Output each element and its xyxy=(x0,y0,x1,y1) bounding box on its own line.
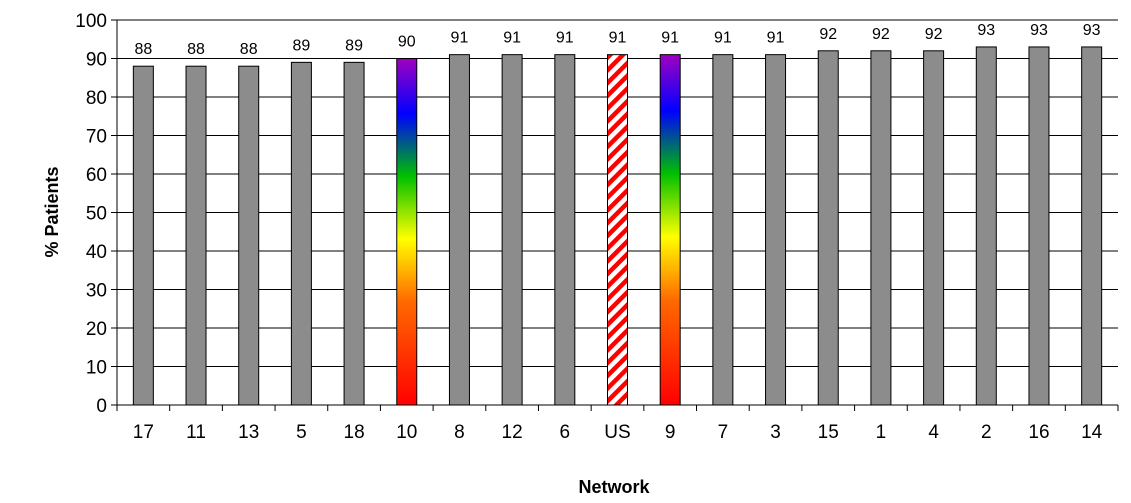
bar-10 xyxy=(396,58,418,406)
data-label-1: 92 xyxy=(872,26,890,43)
bar-14 xyxy=(1081,46,1103,406)
data-label-8: 91 xyxy=(451,30,469,47)
bar-9 xyxy=(659,54,681,406)
x-axis-title: Network xyxy=(578,477,650,497)
x-tick-label-4: 4 xyxy=(928,422,939,443)
y-tick-label: 60 xyxy=(86,165,107,186)
bar-US xyxy=(607,54,628,406)
x-tick-label-7: 7 xyxy=(718,422,729,443)
bar-3 xyxy=(765,54,787,406)
y-tick-label: 80 xyxy=(86,88,107,109)
data-label-US: 91 xyxy=(609,30,627,47)
y-axis-title: % Patients xyxy=(42,166,62,257)
y-tick-label: 40 xyxy=(86,242,107,263)
data-label-16: 93 xyxy=(1030,22,1048,39)
bar-5 xyxy=(290,61,312,406)
bar-7 xyxy=(712,54,734,406)
x-tick-label-13: 13 xyxy=(238,422,259,443)
bars xyxy=(132,46,1103,406)
labels: 0102030405060708090100881788118813895891… xyxy=(75,11,1102,443)
bar-4 xyxy=(923,50,945,406)
bar-17 xyxy=(132,65,154,406)
x-tick-label-6: 6 xyxy=(560,422,571,443)
y-tick-label: 0 xyxy=(96,396,107,417)
y-tick-label: 100 xyxy=(75,11,107,32)
data-label-2: 93 xyxy=(977,22,995,39)
x-tick-label-17: 17 xyxy=(133,422,154,443)
y-tick-label: 20 xyxy=(86,319,107,340)
data-label-15: 92 xyxy=(819,26,837,43)
x-tick-label-2: 2 xyxy=(981,422,992,443)
x-tick-label-11: 11 xyxy=(186,422,206,443)
x-tick-label-10: 10 xyxy=(396,422,417,443)
bar-6 xyxy=(554,54,576,406)
x-tick-label-14: 14 xyxy=(1081,422,1103,443)
bar-1 xyxy=(870,50,892,406)
x-tick-label-15: 15 xyxy=(818,422,839,443)
bar-18 xyxy=(343,61,365,406)
x-tick-label-US: US xyxy=(604,422,630,443)
bar-12 xyxy=(501,54,523,406)
axes xyxy=(111,19,1119,411)
bar-11 xyxy=(185,65,207,406)
bar-16 xyxy=(1028,46,1050,406)
bar-8 xyxy=(448,54,470,406)
data-label-14: 93 xyxy=(1083,22,1101,39)
x-tick-label-12: 12 xyxy=(502,422,523,443)
x-tick-label-16: 16 xyxy=(1028,422,1049,443)
data-label-9: 91 xyxy=(661,30,679,47)
data-label-10: 90 xyxy=(398,34,416,51)
x-tick-label-1: 1 xyxy=(876,422,887,443)
y-tick-label: 30 xyxy=(86,281,107,302)
data-label-11: 88 xyxy=(187,41,205,58)
x-tick-label-9: 9 xyxy=(665,422,676,443)
data-label-13: 88 xyxy=(240,41,258,58)
bar-13 xyxy=(238,65,260,406)
bar-2 xyxy=(975,46,997,406)
data-label-4: 92 xyxy=(925,26,943,43)
bar-15 xyxy=(817,50,839,406)
data-label-5: 89 xyxy=(292,37,310,54)
x-tick-label-8: 8 xyxy=(454,422,465,443)
x-tick-label-18: 18 xyxy=(344,422,365,443)
y-tick-label: 90 xyxy=(86,50,107,71)
data-label-3: 91 xyxy=(767,30,785,47)
data-label-7: 91 xyxy=(714,30,732,47)
x-tick-label-5: 5 xyxy=(296,422,307,443)
y-tick-label: 10 xyxy=(86,358,107,379)
data-label-12: 91 xyxy=(503,30,521,47)
data-label-17: 88 xyxy=(134,41,152,58)
data-label-18: 89 xyxy=(345,37,363,54)
y-tick-label: 70 xyxy=(86,127,107,148)
x-tick-label-3: 3 xyxy=(770,422,781,443)
y-tick-label: 50 xyxy=(86,204,107,225)
data-label-6: 91 xyxy=(556,30,574,47)
